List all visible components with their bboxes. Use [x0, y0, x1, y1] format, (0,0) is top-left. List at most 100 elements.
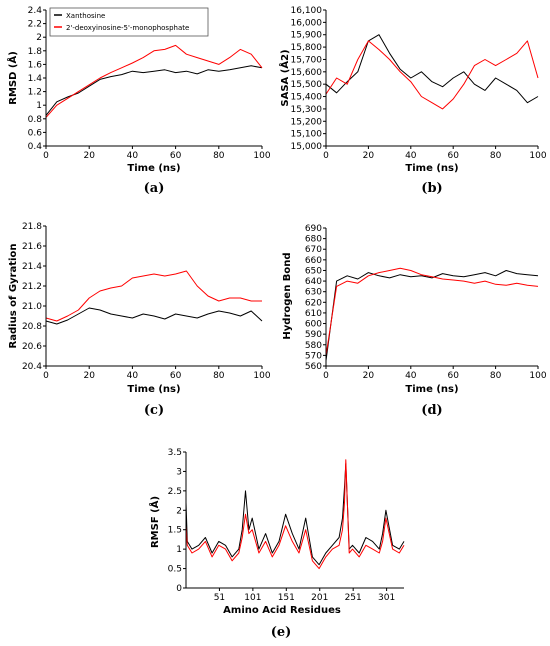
y-tick-label-c: 21.0: [22, 302, 42, 312]
panel-label-c: (c): [144, 403, 164, 418]
y-tick-label-e: 1: [176, 545, 182, 555]
plot-area-a: 0 20 40 60 80 100 0.4 0.6 0.8 1 1.2 1.4 1.6 1.8 2 2.2 2.…: [28, 6, 271, 161]
y-tick-label-a: 0.8: [28, 115, 43, 125]
y-tick-label-d: 560: [305, 362, 322, 372]
x-tick-label-b: 0: [323, 151, 329, 161]
x-tick-label-b: 100: [529, 151, 546, 161]
x-tick-label-c: 0: [43, 371, 49, 381]
y-tick-label-c: 20.8: [22, 322, 42, 332]
legend: Xanthosine 2'-deoxyinosine-5'-monophosph…: [49, 7, 209, 37]
y-tick-label-b: 15,100: [291, 130, 323, 140]
x-tick-label-e: 101: [244, 593, 261, 603]
x-tick-label-a: 60: [170, 151, 182, 161]
y-tick-label-b: 15,800: [291, 43, 323, 53]
x-tick-label-e: 301: [378, 593, 395, 603]
y-tick-label-a: 1.2: [28, 88, 42, 98]
y-tick-label-c: 21.2: [22, 282, 42, 292]
series-line-deoxy-c: [45, 270, 262, 322]
y-tick-label-a: 2: [36, 33, 42, 43]
legend-label-deoxy: 2'-deoxyinosine-5'-monophosphate: [66, 24, 189, 32]
y-tick-label-c: 21.6: [22, 242, 42, 252]
x-tick-label-a: 100: [253, 151, 270, 161]
x-tick-label-e: 151: [278, 593, 295, 603]
y-tick-label-a: 1.6: [28, 60, 43, 70]
y-tick-label-a: 2.4: [28, 6, 43, 16]
y-tick-label-d: 620: [305, 298, 322, 308]
x-tick-label-d: 0: [323, 371, 329, 381]
x-tick-label-e: 201: [311, 593, 328, 603]
y-tick-label-d: 580: [305, 341, 322, 351]
legend-label-xanthosine: Xanthosine: [66, 12, 105, 20]
y-tick-label-e: 0.5: [168, 565, 182, 575]
xlabel-a: Time (ns): [127, 163, 180, 174]
xlabel-c: Time (ns): [127, 384, 180, 395]
series-line-deoxy-e: [185, 459, 405, 570]
y-tick-label-b: 15,200: [291, 117, 323, 127]
y-tick-label-d: 570: [305, 351, 322, 361]
series-line-deoxy-a: [45, 44, 263, 118]
x-tick-label-d: 40: [405, 371, 417, 381]
x-tick-label-a: 80: [213, 151, 225, 161]
series-line-xanthosine-b: [325, 34, 539, 104]
ylabel-a: RMSD (Å): [6, 51, 19, 105]
x-tick-label-d: 60: [447, 371, 459, 381]
y-tick-label-d: 600: [305, 320, 322, 330]
y-tick-label-a: 0.4: [28, 142, 43, 152]
y-tick-label-d: 640: [305, 277, 322, 287]
x-tick-label-c: 80: [213, 371, 225, 381]
x-tick-label-c: 20: [83, 371, 95, 381]
y-tick-label-c: 20.6: [22, 342, 42, 352]
ylabel-e: RMSF (Å): [148, 496, 161, 548]
xlabel-d: Time (ns): [405, 384, 458, 395]
x-tick-label-a: 20: [83, 151, 95, 161]
x-tick-label-a: 40: [127, 151, 139, 161]
x-tick-label-e: 51: [214, 593, 225, 603]
y-tick-label-c: 20.4: [22, 362, 42, 372]
y-tick-label-e: 2: [176, 506, 182, 516]
x-tick-label-e: 251: [345, 593, 362, 603]
y-tick-label-c: 21.8: [22, 222, 42, 232]
y-tick-label-e: 1.5: [168, 526, 182, 536]
y-tick-label-a: 2.2: [28, 20, 42, 30]
x-tick-label-a: 0: [43, 151, 49, 161]
series-line-deoxy-b: [325, 40, 539, 110]
y-tick-label-b: 15,400: [291, 93, 323, 103]
y-tick-label-b: 15,000: [291, 142, 323, 152]
y-tick-label-d: 690: [305, 224, 322, 234]
y-tick-label-b: 15,500: [291, 80, 323, 90]
x-tick-label-d: 80: [490, 371, 502, 381]
x-tick-label-b: 20: [363, 151, 375, 161]
y-tick-label-d: 630: [305, 288, 322, 298]
legend-box: [49, 7, 209, 37]
y-tick-label-a: 0.6: [28, 128, 43, 138]
panel-label-d: (d): [421, 403, 442, 418]
series-line-xanthosine-d: [325, 270, 539, 361]
y-tick-label-a: 1.4: [28, 74, 43, 84]
xlabel-e: Amino Acid Residues: [223, 605, 341, 616]
plot-area-b: 0 20 40 60 80 100 15,000 15,100 15,200 15,300 15,4…: [291, 6, 547, 161]
y-tick-label-e: 2.5: [168, 487, 182, 497]
panel-e: 51 101 151 201 251 301 0 0.5 1 1.5 2 2.5 3 3.5 Amino …: [148, 448, 405, 640]
y-tick-label-b: 15,300: [291, 105, 323, 115]
x-tick-label-b: 40: [405, 151, 417, 161]
series-line-xanthosine-c: [45, 307, 263, 325]
y-tick-label-d: 590: [305, 330, 322, 340]
x-tick-label-b: 80: [490, 151, 502, 161]
y-tick-label-d: 610: [305, 309, 322, 319]
panel-label-b: (b): [421, 181, 442, 196]
y-tick-label-d: 670: [305, 245, 322, 255]
y-tick-label-b: 16,000: [291, 18, 323, 28]
x-tick-label-c: 100: [253, 371, 270, 381]
x-tick-label-d: 20: [363, 371, 375, 381]
panel-label-e: (e): [271, 625, 292, 640]
ylabel-b: SASA (Å2): [278, 49, 291, 106]
y-tick-label-b: 15,600: [291, 68, 323, 78]
x-tick-label-d: 100: [529, 371, 546, 381]
panel-b: 0 20 40 60 80 100 15,000 15,100 15,200 15,300 15,4…: [278, 6, 547, 196]
y-tick-label-d: 680: [305, 235, 322, 245]
xlabel-b: Time (ns): [405, 163, 458, 174]
panel-a: 0 20 40 60 80 100 0.4 0.6 0.8 1 1.2 1.4 1.6 1.8 2 2.2 2.…: [6, 6, 271, 196]
